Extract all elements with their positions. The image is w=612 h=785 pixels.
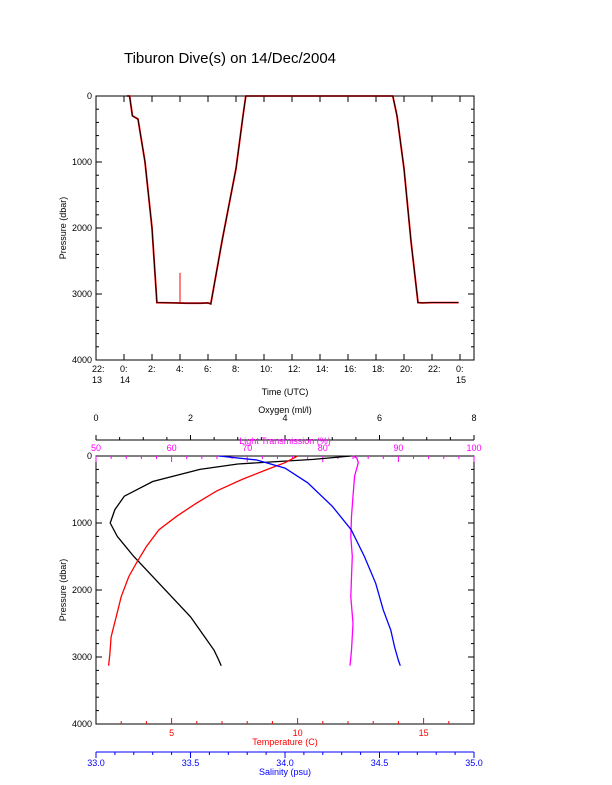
- time-x-tick-label: 0:: [456, 364, 464, 374]
- oxygen-axis-tick-label: 8: [471, 413, 476, 423]
- time-x-tick-label: 20:: [400, 364, 413, 374]
- salinity-axis-tick-label: 34.5: [371, 758, 389, 768]
- light-axis-tick-label: 90: [393, 443, 403, 453]
- time-x-tick-label: 0:: [120, 364, 128, 374]
- light-profile-line: [349, 455, 359, 666]
- profile-y-tick-label: 0: [87, 451, 92, 461]
- temperature-axis-tick-label: 5: [169, 728, 174, 738]
- time-x-tick-label: 10:: [260, 364, 273, 374]
- depth-y-tick-label: 3000: [72, 289, 92, 299]
- salinity-profile-line: [218, 455, 401, 666]
- oxygen-axis-tick-label: 2: [188, 413, 193, 423]
- profile-plot-series: [107, 455, 401, 666]
- salinity-axis-tick-label: 34.0: [276, 758, 294, 768]
- salinity-axis-tick-label: 33.0: [87, 758, 105, 768]
- page-title: Tiburon Dive(s) on 14/Dec/2004: [123, 50, 337, 67]
- time-x-tick-date-label: 13: [92, 375, 102, 385]
- light-axis-tick-label: 50: [91, 443, 101, 453]
- light-axis-tick-label: 60: [167, 443, 177, 453]
- depth-y-tick-label: 0: [87, 91, 92, 101]
- depth-plot-x-axis-title: Time (UTC): [262, 387, 309, 397]
- time-x-tick-date-label: 14: [120, 375, 130, 385]
- time-x-tick-label: 4:: [176, 364, 184, 374]
- profile-plot-ticks: 0 1000 2000 3000 4000 0 2 4 6 8 50 60 70 80 90 100 5 10 15…: [72, 413, 483, 768]
- dive-depth-line: [126, 95, 459, 305]
- time-x-tick-label: 22:: [428, 364, 441, 374]
- depth-y-tick-label: 1000: [72, 157, 92, 167]
- oxygen-axis-title: Oxygen (ml/l): [258, 405, 312, 415]
- profile-y-tick-label: 4000: [72, 719, 92, 729]
- time-x-tick-label: 18:: [372, 364, 385, 374]
- profile-y-tick-label: 3000: [72, 652, 92, 662]
- profile-plot-y-axis-title: Pressure (dbar): [58, 559, 68, 622]
- light-axis-tick-label: 100: [466, 443, 481, 453]
- time-x-tick-label: 6:: [204, 364, 212, 374]
- oxygen-profile-line: [109, 455, 352, 666]
- depth-y-tick-label: 4000: [72, 355, 92, 365]
- salinity-axis-tick-label: 35.0: [465, 758, 483, 768]
- depth-plot-y-axis-title: Pressure (dbar): [58, 197, 68, 260]
- temperature-axis-title: Temperature (C): [252, 737, 318, 747]
- profile-plot-frame: [95, 455, 475, 725]
- depth-y-tick-label: 2000: [72, 223, 92, 233]
- temperature-axis-tick-label: 15: [419, 728, 429, 738]
- salinity-axis-tick-label: 33.5: [182, 758, 200, 768]
- temperature-profile-line: [107, 455, 298, 666]
- oxygen-axis-tick-label: 6: [377, 413, 382, 423]
- salinity-axis-title: Salinity (psu): [259, 767, 311, 777]
- time-x-tick-date-label: 15: [456, 375, 466, 385]
- light-axis-title: Light Transmission (%): [239, 436, 331, 446]
- time-x-tick-label: 8:: [232, 364, 240, 374]
- time-x-tick-label: 14:: [316, 364, 329, 374]
- profile-y-tick-label: 1000: [72, 518, 92, 528]
- oxygen-axis-tick-label: 0: [93, 413, 98, 423]
- depth-plot-series: [126, 95, 459, 306]
- time-x-tick-label: 22:: [92, 364, 105, 374]
- dive-depth-highlight-line: [126, 95, 459, 306]
- profile-y-tick-label: 2000: [72, 585, 92, 595]
- time-x-tick-label: 12:: [288, 364, 301, 374]
- time-x-tick-label: 2:: [148, 364, 156, 374]
- temperature-axis-tick-label: 10: [293, 728, 303, 738]
- light-axis-tick-label: 70: [242, 443, 252, 453]
- oxygen-axis-tick-label: 4: [282, 413, 287, 423]
- time-x-tick-label: 16:: [344, 364, 357, 374]
- light-axis-tick-label: 80: [318, 443, 328, 453]
